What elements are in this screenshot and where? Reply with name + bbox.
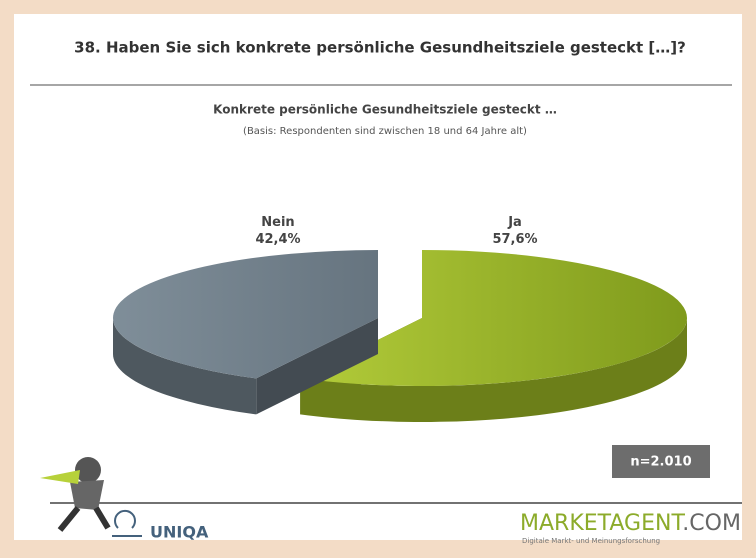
sample-box	[612, 445, 710, 478]
uniqa-icon	[112, 509, 142, 537]
slice-label: Ja 57,6%	[492, 215, 537, 247]
category-label: Ja	[507, 215, 522, 230]
value-label: 57,6%	[492, 232, 537, 247]
sample-size: n=2.010	[630, 455, 691, 470]
brand: MARKETAGENT	[520, 511, 685, 536]
pie: Ja 57,6% Nein 42,4%	[112, 215, 687, 423]
slice-label: Nein 42,4%	[255, 215, 300, 247]
category-label: Nein	[261, 215, 294, 230]
value-label: 42,4%	[255, 232, 300, 247]
chart-note: (Basis: Respondenten sind zwischen 18 un…	[243, 126, 527, 137]
uniqa-logo: UNIQA	[150, 523, 209, 542]
tagline: Digitale Markt- und Meinungsforschung	[522, 537, 660, 545]
brand-suffix: .COM	[682, 511, 741, 536]
slice	[300, 250, 687, 387]
slice-side	[300, 318, 687, 423]
mascot	[40, 457, 111, 532]
brand-logo: MARKETAGENT.COM	[520, 511, 741, 536]
chart-title: 38. Haben Sie sich konkrete persönliche …	[74, 39, 686, 57]
slice-cut	[256, 318, 378, 415]
slice	[112, 250, 378, 379]
slice-side	[113, 318, 257, 415]
chart-subtitle: Konkrete persönliche Gesundheitsziele ge…	[213, 103, 557, 117]
